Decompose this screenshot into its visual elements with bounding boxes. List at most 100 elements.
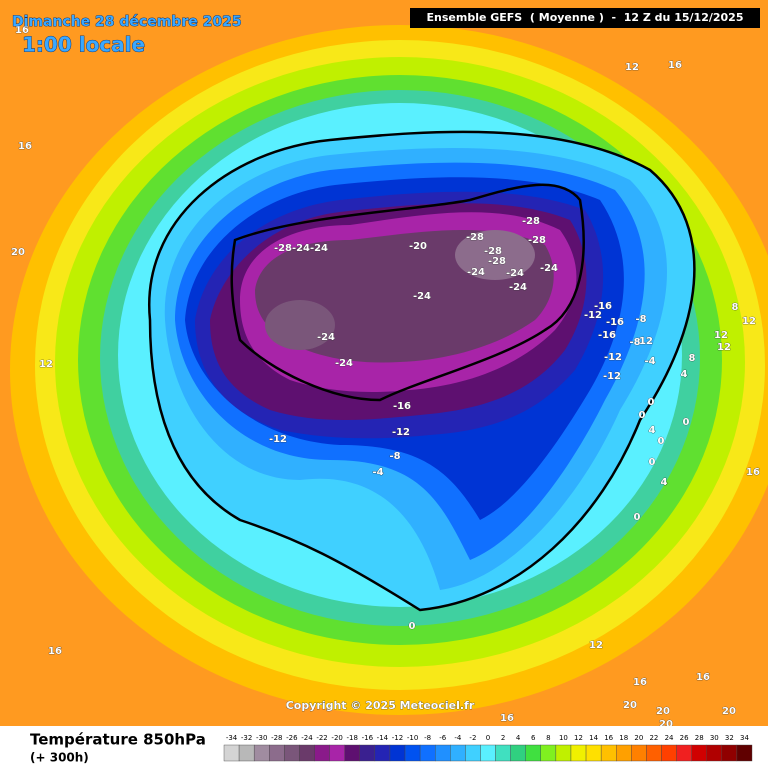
colorbar-swatch <box>525 744 542 762</box>
colorbar-swatch <box>344 744 360 762</box>
colorbar-swatch <box>661 744 677 762</box>
colorbar-swatch <box>691 744 707 762</box>
colorbar-label: 20 <box>634 734 643 742</box>
colorbar-label: -30 <box>256 734 267 742</box>
contour-label: -12 <box>604 352 622 363</box>
colorbar-swatch <box>223 744 240 762</box>
contour-label: 20 <box>623 700 637 711</box>
contour-label: -8 <box>635 314 646 325</box>
colorbar-label: 2 <box>501 734 505 742</box>
colorbar-label: -32 <box>241 734 252 742</box>
colorbar-swatch <box>540 744 557 762</box>
colorbar-swatch <box>419 744 436 762</box>
contour-label: 12 <box>717 342 731 353</box>
colorbar-swatch <box>253 744 270 762</box>
contour-label: -28 <box>528 235 546 246</box>
contour-label: 8 <box>689 353 696 364</box>
contour-label: 0 <box>649 457 656 468</box>
colorbar-swatch <box>359 744 376 762</box>
colorbar-label: -6 <box>439 734 447 742</box>
colorbar-label: -12 <box>392 734 403 742</box>
colorbar-swatch <box>510 744 526 762</box>
colorbar-label: -28 <box>271 734 282 742</box>
contour-label: -28 <box>488 256 506 267</box>
contour-label: -28 <box>274 243 292 254</box>
contour-label: -24 <box>506 268 524 279</box>
colorbar-label: 10 <box>559 734 568 742</box>
colorbar-swatch <box>299 744 315 762</box>
colorbar-swatch <box>616 744 632 762</box>
colorbar-label: 34 <box>740 734 749 742</box>
contour-label: -24 <box>317 332 335 343</box>
contour-label: 0 <box>658 436 665 447</box>
colorbar-label: -16 <box>362 734 374 742</box>
colorbar-swatch <box>238 744 255 762</box>
colorbar-swatch <box>555 744 572 762</box>
contour-label: 4 <box>661 477 668 488</box>
variable: Température 850hPa <box>30 731 206 749</box>
contour-label: 4 <box>681 369 688 380</box>
colorbar-label: 16 <box>604 734 613 742</box>
contour-label: -24 <box>292 243 310 254</box>
colorbar-swatch <box>404 744 421 762</box>
colorbar-label: -8 <box>424 734 431 742</box>
colorbar-label: 14 <box>589 734 598 742</box>
colorbar-label: 22 <box>649 734 658 742</box>
colorbar-label: 32 <box>725 734 734 742</box>
contour-label: 12 <box>39 359 53 370</box>
contour-label: 20 <box>11 247 25 258</box>
contour-label: 0 <box>683 417 690 428</box>
colorbar-label: -2 <box>469 734 476 742</box>
colorbar-swatch <box>706 744 723 762</box>
contour-label: -16 <box>606 317 624 328</box>
contour-label: 20 <box>722 706 736 717</box>
contour-label: -12 <box>603 371 621 382</box>
contour-label: 16 <box>48 646 62 657</box>
colorbar-swatch <box>646 744 662 762</box>
contour-label: 8 <box>732 302 739 313</box>
colorbar-swatch <box>450 744 466 762</box>
colorbar-swatch <box>736 744 753 762</box>
contour-label: 12 <box>589 640 603 651</box>
contour-label: -8 <box>389 451 400 462</box>
colorbar-swatch <box>570 744 587 762</box>
colorbar-swatch <box>676 744 692 762</box>
lead-time: (+ 300h) <box>30 751 89 765</box>
run-info: Ensemble GEFS ( Moyenne ) - 12 Z du 15/1… <box>427 11 744 24</box>
contour-label: -16 <box>598 330 616 341</box>
contour-label: 20 <box>659 719 673 730</box>
colorbar-swatch <box>314 744 330 762</box>
contour-label: -8 <box>629 337 640 348</box>
colorbar-label: -4 <box>454 734 462 742</box>
contour-label: -4 <box>644 356 655 367</box>
contour-label: -24 <box>335 358 353 369</box>
colorbar-swatch <box>374 744 391 762</box>
contour-label: -28 <box>484 246 502 257</box>
colorbar-label: -22 <box>316 734 327 742</box>
contour-label: 12 <box>714 330 728 341</box>
contour-label: 20 <box>656 706 670 717</box>
colorbar-label: 30 <box>710 734 719 742</box>
colorbar-swatch <box>495 744 511 762</box>
contour-label: -24 <box>310 243 328 254</box>
colorbar-label: 28 <box>695 734 704 742</box>
colorbar: -34 -32 -30 -28 -26 -24 -22 -20 -18 -16 -14 -12 -10-… <box>223 734 753 762</box>
contour-label: -28 <box>522 216 540 227</box>
map-field <box>0 0 768 726</box>
colorbar-label: -14 <box>377 734 389 742</box>
contour-label: 12 <box>625 62 639 73</box>
run-info-box <box>410 8 760 28</box>
colorbar-label: 12 <box>574 734 583 742</box>
contour-label: -12 <box>269 434 287 445</box>
contour-label: 0 <box>648 397 655 408</box>
colorbar-swatch <box>465 744 481 762</box>
colorbar-label: -24 <box>301 734 313 742</box>
contour-label: 12 <box>742 316 756 327</box>
colorbar-label: -26 <box>286 734 298 742</box>
colorbar-swatch <box>329 744 345 762</box>
colorbar-swatch <box>269 744 285 762</box>
contour-label: 16 <box>15 25 29 36</box>
colorbar-label: 24 <box>665 734 674 742</box>
contour-label: 16 <box>18 141 32 152</box>
